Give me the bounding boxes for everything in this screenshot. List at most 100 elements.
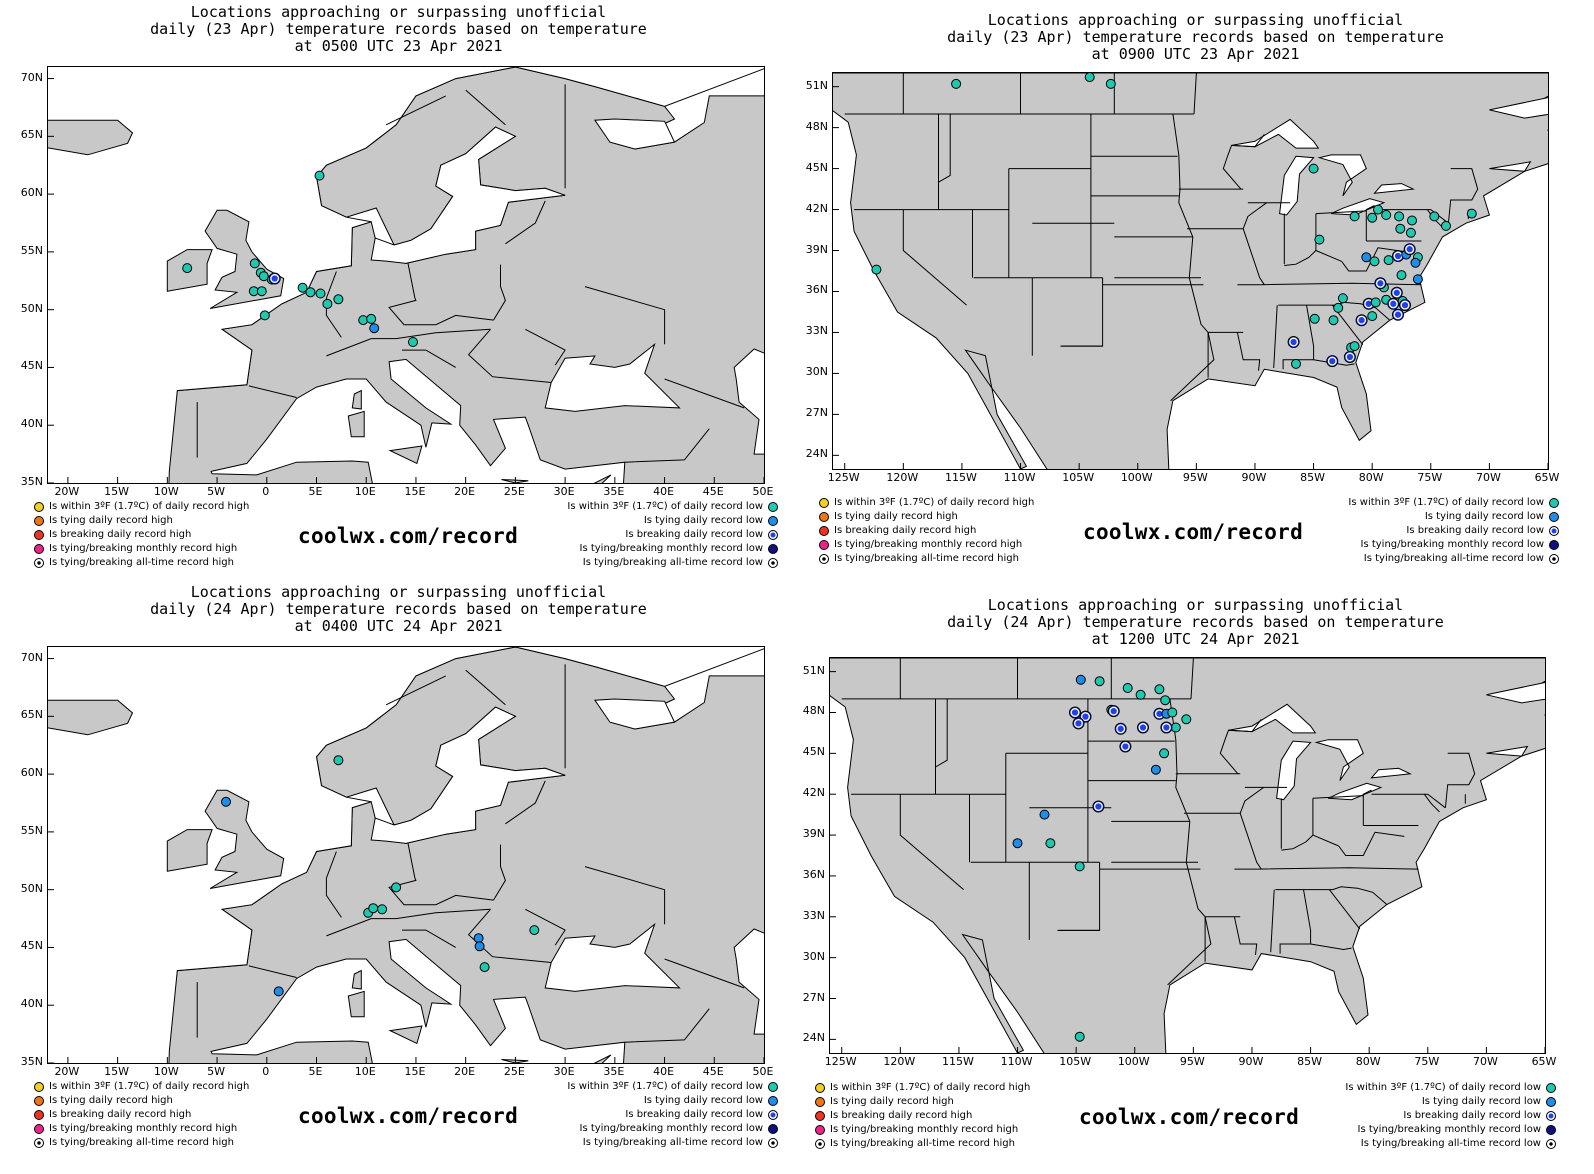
legend-label: Is tying/breaking monthly record low [1360, 539, 1545, 550]
longitude-label: 70W [1475, 471, 1501, 484]
legend-item: Is within 3ºF (1.7ºC) of daily record hi… [34, 500, 249, 514]
legend-label: Is tying/breaking all-time record low [1363, 553, 1544, 564]
latitude-label: 48N [802, 704, 825, 718]
record-marker-within-low [305, 287, 316, 298]
legend-label: Is breaking daily record low [1406, 525, 1544, 536]
sea [544, 922, 681, 992]
longitude-label: 10E [354, 485, 376, 498]
record-marker-within-low [297, 282, 308, 293]
land-mass [830, 658, 1545, 1053]
state-border [1371, 793, 1446, 809]
longitude-label: 5W [207, 1065, 225, 1078]
site-url: coolwx.com/record [1083, 520, 1304, 544]
latitude-label: 27N [802, 990, 825, 1004]
legend-high: Is within 3ºF (1.7ºC) of daily record hi… [815, 1081, 1030, 1151]
land-mass [833, 73, 1548, 469]
legend-label: Is tying/breaking monthly record high [834, 539, 1023, 550]
lake [1489, 161, 1532, 172]
legend-item: Is tying/breaking monthly record high [815, 1123, 1030, 1137]
state-border [1315, 250, 1342, 262]
longitude-label: 105W [1062, 471, 1095, 484]
legend-label: Is tying/breaking monthly record low [1357, 1124, 1542, 1135]
legend-label: Is within 3ºF (1.7ºC) of daily record hi… [49, 501, 250, 512]
record-marker-ring [1161, 723, 1171, 732]
record-marker-within-low [1407, 215, 1417, 226]
state-border [1284, 250, 1317, 266]
state-border [1219, 718, 1262, 775]
sea [370, 706, 566, 844]
country-border [664, 958, 745, 989]
legend-swatch [34, 1138, 44, 1148]
longitude-label: 20W [54, 485, 80, 498]
legend-swatch [819, 540, 829, 550]
record-marker-tying-low [221, 796, 231, 807]
country-border [624, 1008, 710, 1043]
legend-swatch [768, 544, 778, 554]
legend-label: Is breaking daily record low [625, 1109, 763, 1120]
latitude-label: 40N [20, 417, 43, 431]
map-europe [47, 66, 765, 484]
record-marker-within-low [1074, 1031, 1085, 1042]
latitude-label: 55N [20, 823, 43, 837]
state-border [1312, 834, 1339, 847]
record-marker-within-low [1135, 689, 1146, 700]
legend-item: Is within 3ºF (1.7ºC) of daily record lo… [1348, 496, 1559, 510]
record-marker-tying-low [1012, 838, 1023, 849]
island [388, 445, 423, 465]
sea [593, 118, 676, 150]
state-border [1239, 786, 1264, 870]
longitude-label: 40E [653, 1065, 675, 1078]
record-marker-within-low [1367, 311, 1378, 322]
legend-item: Is tying/breaking all-time record low [1348, 552, 1559, 566]
state-border [1447, 168, 1479, 224]
legend-label: Is tying daily record high [834, 511, 958, 522]
legend-item: Is tying/breaking monthly record high [34, 1122, 249, 1136]
record-marker-within-low [408, 337, 418, 347]
record-marker-ring [1120, 742, 1130, 751]
lake [1370, 767, 1413, 779]
country-border [325, 851, 342, 918]
longitude-label: 70W [1472, 1055, 1498, 1068]
state-border [899, 794, 964, 890]
record-marker-ring [1074, 718, 1083, 728]
longitude-label: 90W [1241, 471, 1267, 484]
record-marker-within-low [259, 310, 270, 321]
legend-label: Is tying/breaking all-time record high [834, 553, 1019, 564]
state-border [902, 209, 967, 306]
latitude-label: 24N [802, 1031, 825, 1045]
record-marker-tying-low [1410, 257, 1421, 268]
legend-high: Is within 3ºF (1.7ºC) of daily record hi… [34, 500, 249, 570]
longitude-label: 5E [308, 485, 323, 498]
legend-item: Is breaking daily record high [34, 528, 249, 542]
legend-swatch [819, 554, 829, 564]
record-marker-within-low [314, 170, 325, 181]
island [347, 410, 365, 438]
record-marker-within-low [1314, 234, 1325, 245]
site-url: coolwx.com/record [1079, 1105, 1300, 1129]
legend-label: Is tying daily record high [49, 515, 173, 526]
legend-item: Is tying/breaking all-time record high [34, 556, 249, 570]
latitude-label: 60N [20, 766, 43, 780]
record-marker-within-low [377, 904, 388, 915]
longitude-label: 20W [54, 1065, 80, 1078]
latitude-label: 33N [802, 908, 825, 922]
record-marker-ring [1388, 299, 1398, 309]
record-marker-within-low [1337, 293, 1348, 304]
sea [733, 928, 764, 1035]
legend-swatch [815, 1111, 825, 1121]
state-border [1170, 332, 1215, 402]
record-marker-within-low [1309, 313, 1320, 324]
province-border [1190, 658, 1195, 699]
longitude-label: 110W [1003, 471, 1036, 484]
legend-swatch [815, 1097, 825, 1107]
country-border [525, 328, 566, 366]
state-border [1222, 134, 1265, 190]
panel-title: Locations approaching or surpassing unof… [947, 596, 1444, 648]
longitude-label: 15E [404, 485, 426, 498]
legend-label: Is tying daily record low [1421, 1096, 1541, 1107]
record-marker-ring [1345, 352, 1355, 362]
legend-item: Is tying daily record high [34, 1094, 249, 1108]
legend-swatch [1549, 512, 1559, 522]
country-border [402, 929, 456, 948]
sea [544, 342, 681, 412]
